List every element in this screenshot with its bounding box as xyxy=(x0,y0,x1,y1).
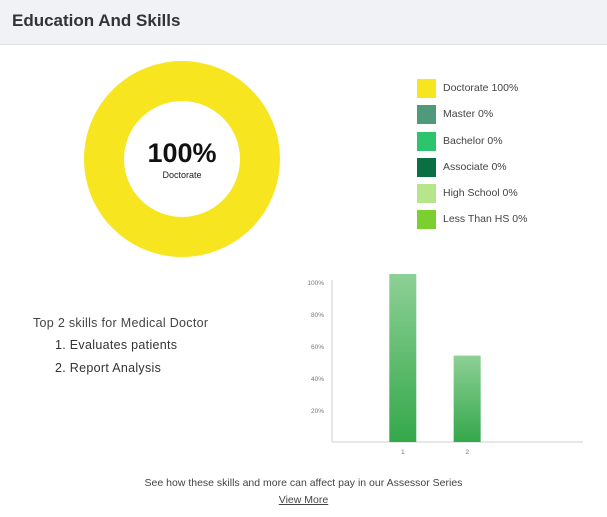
y-tick-label: 60% xyxy=(311,344,324,351)
view-more-link[interactable]: View More xyxy=(278,494,329,506)
legend-swatch-bachelor xyxy=(417,131,436,151)
legend-label-high-school: High School 0% xyxy=(443,187,518,200)
legend-label-doctorate: Doctorate 100% xyxy=(443,82,519,94)
legend-swatch-doctorate xyxy=(417,79,436,98)
x-tick-label: 1 xyxy=(401,449,405,456)
top-skills-list: 1. Evaluates patients 2. Report Analysis xyxy=(55,337,208,383)
legend-label-bachelor: Bachelor 0% xyxy=(443,134,503,147)
top-skills: Top 2 skills for Medical Doctor 1. Evalu… xyxy=(33,316,208,383)
bar-skill-1 xyxy=(389,274,417,442)
y-tick-label: 100% xyxy=(307,280,324,287)
skill-item: 1. Evaluates patients xyxy=(55,338,178,352)
legend-swatch-less-than-hs xyxy=(417,210,436,230)
view-more-wrap: View More xyxy=(0,494,607,506)
legend-swatch-master xyxy=(417,105,436,125)
legend-swatch-high-school xyxy=(417,184,436,204)
donut-center-value: 100% xyxy=(147,138,217,168)
y-tick-label: 80% xyxy=(311,312,324,319)
legend-label-less-than-hs: Less Than HS 0% xyxy=(443,213,528,226)
bar-skill-2 xyxy=(453,355,481,442)
donut-center-label: Doctorate xyxy=(162,170,202,180)
y-tick-label: 20% xyxy=(311,408,324,415)
skill-item: 2. Report Analysis xyxy=(55,361,162,375)
x-tick-label: 2 xyxy=(465,449,469,456)
assessor-series-text: See how these skills and more can affect… xyxy=(144,477,463,489)
legend-label-associate: Associate 0% xyxy=(443,160,507,173)
donut-ring-svg xyxy=(84,61,280,257)
donut-center: 100% Doctorate xyxy=(84,61,280,257)
section-header: Education And Skills xyxy=(0,0,607,45)
skills-bar-chart: 20% 40% 60% 80% 100% 1 2 xyxy=(307,274,583,456)
legend-swatch-associate xyxy=(417,157,436,177)
legend-label-master: Master 0% xyxy=(443,108,494,121)
education-donut-chart: 100% Doctorate xyxy=(84,61,280,257)
section-title: Education And Skills xyxy=(12,11,181,30)
y-tick-label: 40% xyxy=(311,376,324,383)
top-skills-title: Top 2 skills for Medical Doctor xyxy=(33,316,209,330)
donut-ring xyxy=(84,61,280,257)
